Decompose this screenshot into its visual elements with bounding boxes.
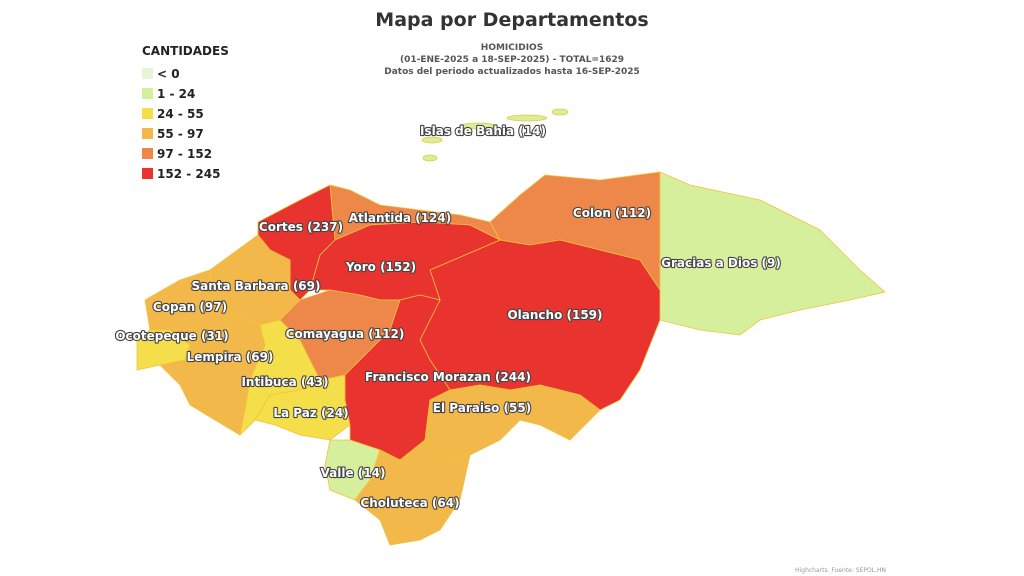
legend-swatch[interactable] (142, 168, 153, 179)
region-label: Atlantida (124) (349, 211, 452, 225)
legend-label[interactable]: < 0 (157, 67, 180, 81)
region-label: Islas de Bahia (14) (420, 124, 546, 138)
region-label: Comayagua (112) (286, 327, 405, 341)
legend-swatch[interactable] (142, 68, 153, 79)
region[interactable] (354, 439, 471, 546)
island (551, 108, 569, 116)
subtitle: Datos del periodo actualizados hasta 16-… (384, 67, 640, 77)
region-label: Yoro (152) (345, 260, 416, 274)
region-label: Lempira (69) (187, 350, 274, 364)
legend-swatch[interactable] (142, 148, 153, 159)
region-label: Santa Barbara (69) (191, 279, 320, 293)
legend-swatch[interactable] (142, 108, 153, 119)
region[interactable] (419, 239, 661, 411)
region-label: Intibuca (43) (241, 375, 328, 389)
region[interactable] (424, 384, 601, 461)
legend-label[interactable]: 55 - 97 (157, 127, 204, 141)
legend-label[interactable]: 1 - 24 (157, 87, 195, 101)
legend-label[interactable]: 97 - 152 (157, 147, 212, 161)
island (459, 122, 497, 130)
region-label: Choluteca (64) (360, 496, 459, 510)
subtitle: HOMICIDIOS (481, 43, 543, 53)
island (422, 154, 438, 162)
legend-label[interactable]: 152 - 245 (157, 167, 220, 181)
legend-swatch[interactable] (142, 88, 153, 99)
region-label: Ocotepeque (31) (115, 329, 228, 343)
region-label: Valle (14) (321, 466, 386, 480)
island (506, 114, 548, 122)
credits: Highcharts. Fuente: SEPOL.HN (795, 567, 886, 574)
region-label: Colon (112) (573, 206, 651, 220)
map-title: Mapa por Departamentos (375, 9, 648, 31)
subtitle: (01-ENE-2025 a 18-SEP-2025) - TOTAL=1629 (400, 55, 624, 65)
legend-title: CANTIDADES (142, 44, 229, 58)
legend-label[interactable]: 24 - 55 (157, 107, 204, 121)
region-labels: Cortes (237) Atlantida (124) Colon (112) Gr… (114, 123, 782, 511)
legend-swatch[interactable] (142, 128, 153, 139)
region[interactable] (421, 108, 569, 162)
region-label: Gracias a Dios (9) (661, 256, 781, 270)
region-label: Olancho (159) (507, 308, 602, 322)
regions (136, 108, 886, 546)
island (421, 136, 443, 144)
region-label: Cortes (237) (259, 220, 343, 234)
region-label: Copan (97) (153, 300, 227, 314)
region[interactable] (659, 171, 886, 336)
region-label: Francisco Morazan (244) (365, 370, 531, 384)
region-label: El Paraiso (55) (433, 401, 531, 415)
region-label: La Paz (24) (273, 406, 348, 420)
